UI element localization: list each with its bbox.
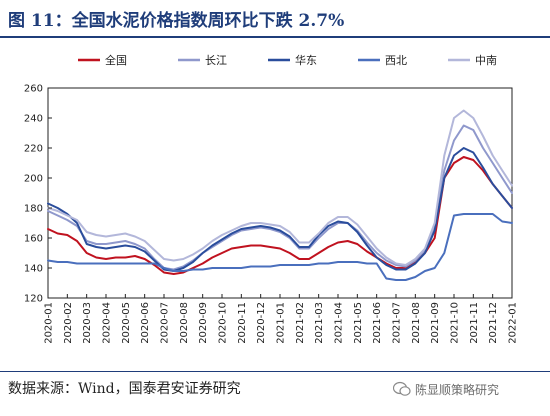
x-tick-label: 2021-09 — [430, 302, 441, 344]
figure-title: 图 11：全国水泥价格指数周环比下跌 2.7% — [8, 11, 345, 31]
x-tick-label: 2021-01 — [276, 302, 287, 344]
x-tick-label: 2020-04 — [102, 302, 113, 344]
y-tick-label: 160 — [24, 234, 43, 245]
x-tick-label: 2020-05 — [121, 302, 132, 344]
x-tick-label: 2021-04 — [334, 302, 345, 344]
x-tick-label: 2020-10 — [218, 302, 229, 344]
y-tick-label: 120 — [24, 294, 43, 305]
x-tick-label: 2022-01 — [508, 302, 519, 344]
legend-label-5: 中南 — [475, 54, 497, 67]
x-tick-label: 2021-05 — [353, 302, 364, 344]
legend-label-2: 长江 — [205, 54, 227, 67]
legend: 全国 长江 华东 西北 中南 — [78, 53, 497, 67]
y-tick-label: 240 — [24, 114, 43, 125]
x-tick-label: 2021-03 — [314, 302, 325, 344]
x-tick-label: 2020-09 — [198, 302, 209, 344]
legend-label-1: 全国 — [105, 53, 127, 67]
x-tick-label: 2021-02 — [295, 302, 306, 344]
y-tick-label: 140 — [24, 264, 43, 275]
x-tick-label: 2020-01 — [44, 302, 55, 344]
y-tick-label: 180 — [24, 204, 43, 215]
x-tick-label: 2021-08 — [411, 302, 422, 344]
series-line-3 — [47, 147, 513, 272]
x-tick-label: 2020-07 — [160, 302, 171, 344]
y-tick-label: 220 — [24, 144, 43, 155]
x-tick-label: 2020-08 — [179, 302, 190, 344]
legend-label-4: 西北 — [385, 54, 407, 67]
x-tick-label: 2020-11 — [237, 302, 248, 344]
x-tick-label: 2021-10 — [450, 302, 461, 344]
series-line-5 — [47, 109, 513, 266]
x-tick-label: 2021-12 — [488, 302, 499, 344]
y-axis: 120 140 160 180 200 220 240 260 — [24, 84, 52, 305]
x-tick-label: 2021-07 — [392, 302, 403, 344]
title-rule — [0, 36, 550, 38]
source-note: 数据来源：Wind，国泰君安证券研究 — [8, 381, 241, 397]
footer-rule — [0, 371, 550, 372]
x-tick-label: 2021-06 — [372, 302, 383, 344]
x-tick-label: 2020-03 — [82, 302, 93, 344]
y-tick-label: 200 — [24, 174, 43, 185]
plot-area — [47, 87, 513, 299]
wechat-icon — [393, 381, 411, 396]
x-tick-label: 2020-02 — [63, 302, 74, 344]
x-tick-label: 2020-06 — [140, 302, 151, 344]
x-tick-label: 2021-11 — [469, 302, 480, 344]
x-axis: 2020-01 2020-02 2020-03 2020-04 2020-05 2020-… — [44, 294, 519, 344]
y-tick-label: 260 — [24, 84, 43, 95]
legend-label-3: 华东 — [295, 53, 317, 67]
series-line-4 — [47, 213, 513, 281]
line-chart: 全国 长江 华东 西北 中南 120 140 160 180 200 220 240 260 2020… — [24, 53, 519, 344]
watermark: 陈显顺策略研究 — [415, 383, 500, 397]
x-tick-label: 2020-12 — [256, 302, 267, 344]
series-line-1 — [47, 156, 513, 275]
